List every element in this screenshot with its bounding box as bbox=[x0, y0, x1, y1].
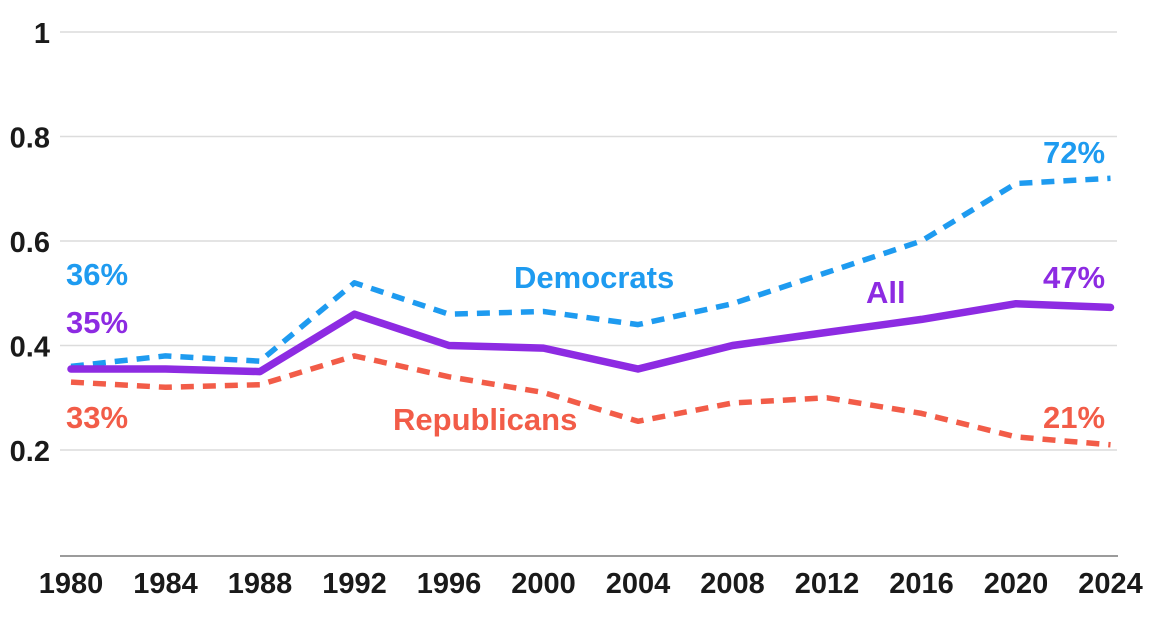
x-tick-label: 2012 bbox=[795, 568, 860, 600]
x-tick-label: 2024 bbox=[1078, 568, 1143, 600]
annotation-36pct: 36% bbox=[66, 257, 129, 292]
y-tick-label: 0.6 bbox=[10, 227, 50, 259]
annotation-republicans: Republicans bbox=[393, 402, 578, 437]
y-tick-label: 0.8 bbox=[10, 123, 50, 155]
x-tick-label: 2016 bbox=[889, 568, 954, 600]
annotation-democrats: Democrats bbox=[514, 260, 675, 295]
x-tick-label: 2020 bbox=[984, 568, 1049, 600]
x-tick-label: 1988 bbox=[228, 568, 293, 600]
x-tick-label: 1980 bbox=[39, 568, 104, 600]
annotation-72pct: 72% bbox=[1043, 135, 1106, 170]
x-tick-label: 2000 bbox=[511, 568, 576, 600]
x-tick-label: 1996 bbox=[417, 568, 482, 600]
series-line-all bbox=[67, 299, 1115, 376]
annotation-21pct: 21% bbox=[1043, 400, 1106, 435]
x-tick-label: 1984 bbox=[133, 568, 198, 600]
annotation-all: All bbox=[866, 275, 906, 310]
series-line-republicans bbox=[70, 353, 1111, 448]
series-line-democrats bbox=[70, 175, 1111, 370]
annotation-35pct: 35% bbox=[66, 305, 129, 340]
y-tick-label: 1 bbox=[34, 18, 50, 50]
y-tick-label: 0.4 bbox=[10, 332, 50, 364]
x-tick-label: 2004 bbox=[606, 568, 671, 600]
x-tick-label: 1992 bbox=[322, 568, 387, 600]
annotation-33pct: 33% bbox=[66, 400, 129, 435]
annotation-47pct: 47% bbox=[1043, 260, 1106, 295]
x-tick-label: 2008 bbox=[700, 568, 765, 600]
y-tick-label: 0.2 bbox=[10, 436, 50, 468]
